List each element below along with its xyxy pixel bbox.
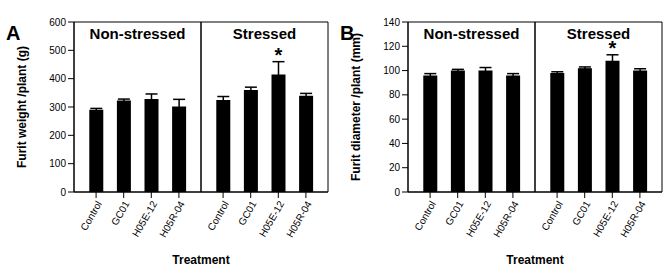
svg-text:600: 600 (49, 17, 66, 28)
html-text:B: B (340, 22, 355, 44)
svg-text:H05E-12: H05E-12 (464, 199, 493, 239)
svg-text:H05E-12: H05E-12 (130, 199, 159, 239)
svg-text:H05R-04: H05R-04 (284, 199, 314, 240)
svg-text:H05E-12: H05E-12 (257, 199, 286, 239)
svg-text:20: 20 (389, 162, 401, 173)
svg-text:60: 60 (389, 114, 401, 125)
svg-text:*: * (274, 44, 282, 66)
svg-text:140: 140 (383, 17, 400, 28)
svg-text:120: 120 (383, 41, 400, 52)
svg-text:100: 100 (383, 65, 400, 76)
svg-text:Treatment: Treatment (172, 253, 229, 264)
svg-text:100: 100 (49, 158, 66, 169)
svg-text:Control: Control (412, 199, 438, 232)
svg-text:*: * (608, 37, 616, 59)
svg-text:Control: Control (78, 199, 104, 232)
svg-text:400: 400 (49, 73, 66, 84)
svg-text:H05R-04: H05R-04 (491, 199, 521, 240)
svg-text:Control: Control (539, 199, 565, 232)
svg-text:GC01: GC01 (109, 199, 132, 228)
svg-text:Non-stressed: Non-stressed (90, 25, 186, 42)
svg-text:GC01: GC01 (236, 199, 259, 228)
svg-text:H05R-04: H05R-04 (618, 199, 648, 240)
svg-text:80: 80 (389, 89, 401, 100)
svg-text:0: 0 (394, 187, 400, 198)
svg-text:0: 0 (60, 187, 66, 198)
svg-text:Non-stressed: Non-stressed (424, 25, 520, 42)
svg-text:Stressed: Stressed (233, 25, 296, 42)
html-text:A: A (6, 22, 21, 44)
svg-text:40: 40 (389, 138, 401, 149)
svg-text:Control: Control (205, 199, 231, 232)
svg-text:Treatment: Treatment (506, 253, 563, 264)
svg-text:300: 300 (49, 102, 66, 113)
svg-text:H05R-04: H05R-04 (157, 199, 187, 240)
svg-text:Furit weight /plant (g): Furit weight /plant (g) (15, 46, 29, 168)
svg-text:GC01: GC01 (570, 199, 593, 228)
svg-text:500: 500 (49, 45, 66, 56)
svg-text:Stressed: Stressed (567, 25, 630, 42)
svg-text:200: 200 (49, 130, 66, 141)
svg-text:GC01: GC01 (443, 199, 466, 228)
svg-text:Furit diameter /plant (mm): Furit diameter /plant (mm) (349, 33, 363, 181)
svg-text:H05E-12: H05E-12 (591, 199, 620, 239)
